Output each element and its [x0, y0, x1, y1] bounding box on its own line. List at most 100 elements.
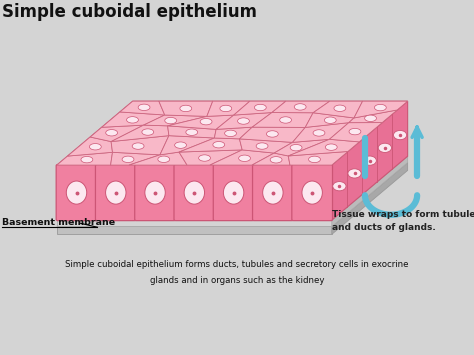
Polygon shape [207, 101, 250, 116]
Polygon shape [160, 136, 214, 155]
Polygon shape [57, 226, 332, 234]
Ellipse shape [122, 156, 134, 163]
Polygon shape [57, 163, 408, 226]
Polygon shape [332, 101, 408, 220]
Polygon shape [252, 153, 290, 165]
Polygon shape [57, 156, 408, 220]
Polygon shape [179, 138, 242, 152]
Ellipse shape [324, 117, 336, 124]
Ellipse shape [270, 157, 282, 163]
Ellipse shape [106, 130, 118, 136]
Polygon shape [111, 136, 169, 155]
Polygon shape [210, 150, 274, 165]
Ellipse shape [81, 157, 93, 163]
Polygon shape [110, 152, 160, 165]
Ellipse shape [165, 118, 177, 124]
FancyBboxPatch shape [174, 164, 215, 221]
Ellipse shape [127, 117, 138, 123]
Ellipse shape [200, 119, 212, 125]
Polygon shape [354, 101, 408, 118]
Polygon shape [288, 139, 359, 156]
Ellipse shape [237, 118, 249, 124]
Ellipse shape [158, 156, 170, 163]
Ellipse shape [280, 117, 292, 123]
Polygon shape [168, 115, 234, 129]
Ellipse shape [184, 181, 205, 204]
Ellipse shape [313, 130, 325, 136]
FancyBboxPatch shape [213, 164, 254, 221]
Polygon shape [332, 163, 408, 234]
Text: glands and in organs such as the kidney: glands and in organs such as the kidney [150, 276, 324, 285]
Polygon shape [239, 139, 292, 153]
Ellipse shape [132, 143, 144, 149]
Ellipse shape [393, 130, 407, 140]
Ellipse shape [256, 143, 268, 149]
Polygon shape [332, 156, 408, 226]
Ellipse shape [220, 105, 232, 112]
Ellipse shape [290, 144, 302, 151]
Polygon shape [234, 101, 286, 115]
Ellipse shape [186, 129, 198, 135]
Polygon shape [102, 112, 165, 127]
Polygon shape [329, 122, 382, 142]
Text: Tissue wraps to form tubules: Tissue wraps to form tubules [332, 210, 474, 219]
Ellipse shape [325, 144, 337, 151]
Ellipse shape [225, 130, 237, 137]
Text: and ducts of glands.: and ducts of glands. [332, 223, 436, 233]
Polygon shape [292, 123, 349, 142]
Ellipse shape [294, 104, 306, 110]
Polygon shape [144, 115, 207, 126]
Ellipse shape [255, 104, 266, 111]
Polygon shape [179, 150, 242, 165]
Ellipse shape [180, 105, 191, 111]
Ellipse shape [334, 105, 346, 111]
Polygon shape [129, 152, 187, 165]
Ellipse shape [378, 143, 392, 153]
Ellipse shape [263, 181, 283, 204]
Ellipse shape [374, 104, 386, 111]
Polygon shape [305, 113, 354, 127]
Text: Simple cuboidal epithelium forms ducts, tubules and secretory cells in exocrine: Simple cuboidal epithelium forms ducts, … [65, 260, 409, 269]
Ellipse shape [138, 104, 150, 110]
FancyBboxPatch shape [253, 164, 293, 221]
Ellipse shape [106, 181, 126, 204]
Ellipse shape [349, 129, 361, 135]
Ellipse shape [213, 142, 225, 148]
Ellipse shape [333, 181, 346, 191]
Ellipse shape [348, 169, 361, 178]
Polygon shape [57, 220, 332, 226]
Ellipse shape [238, 155, 250, 162]
Polygon shape [214, 127, 252, 139]
FancyBboxPatch shape [292, 164, 333, 221]
Polygon shape [216, 113, 272, 129]
Ellipse shape [66, 181, 87, 204]
Ellipse shape [363, 156, 376, 165]
Ellipse shape [90, 143, 101, 150]
FancyBboxPatch shape [56, 164, 97, 221]
Text: Basement membrane: Basement membrane [2, 218, 116, 228]
FancyBboxPatch shape [95, 164, 136, 221]
Polygon shape [159, 101, 213, 116]
Ellipse shape [142, 129, 154, 135]
Polygon shape [272, 101, 330, 113]
Polygon shape [274, 139, 329, 156]
Ellipse shape [302, 181, 322, 204]
Polygon shape [68, 137, 112, 156]
Ellipse shape [199, 155, 210, 161]
Polygon shape [252, 113, 313, 127]
Polygon shape [349, 110, 397, 123]
Polygon shape [57, 152, 112, 165]
FancyBboxPatch shape [135, 164, 175, 221]
Ellipse shape [145, 181, 165, 204]
Polygon shape [168, 126, 216, 138]
Ellipse shape [309, 156, 320, 163]
Ellipse shape [174, 142, 186, 148]
Polygon shape [57, 101, 408, 165]
Ellipse shape [365, 115, 376, 121]
Polygon shape [120, 101, 165, 115]
Polygon shape [288, 152, 348, 165]
Ellipse shape [223, 181, 244, 204]
Polygon shape [239, 127, 305, 142]
Polygon shape [111, 125, 169, 142]
Polygon shape [90, 125, 144, 142]
